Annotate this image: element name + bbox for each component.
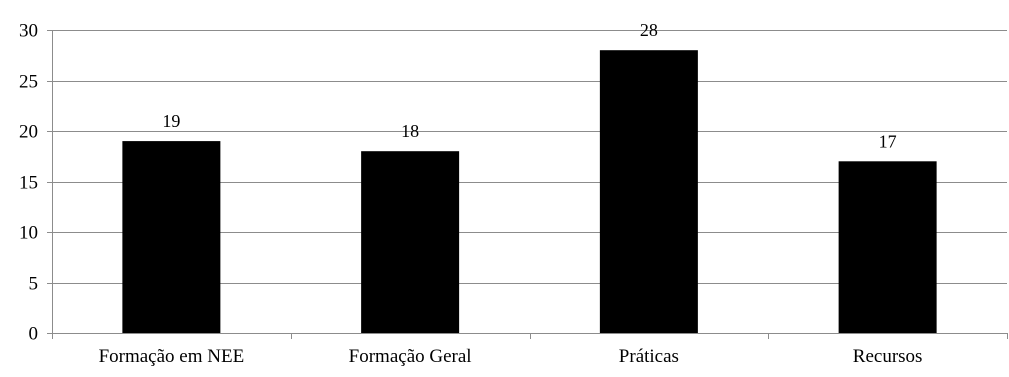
y-tick-label: 25 [19, 72, 38, 93]
labels: 0 5 10 15 20 25 30 19 18 28 17 Formação em NEE Forma… [19, 20, 922, 367]
y-tick-label: 15 [19, 173, 38, 194]
y-tick-label: 5 [29, 274, 39, 295]
x-tick-label: Recursos [853, 346, 923, 367]
data-label: 18 [401, 121, 419, 141]
x-tick-label: Formação Geral [349, 346, 472, 367]
y-tick-label: 20 [19, 122, 38, 143]
axes [47, 30, 1008, 339]
bar [838, 161, 937, 333]
bars [122, 50, 937, 333]
data-label: 28 [640, 20, 658, 40]
bar [599, 50, 698, 333]
bar [361, 151, 460, 333]
y-tick-label: 30 [19, 21, 38, 42]
y-tick-label: 0 [29, 324, 39, 345]
bar [122, 141, 221, 333]
data-label: 19 [162, 111, 180, 131]
x-tick-label: Práticas [619, 346, 679, 367]
x-tick-label: Formação em NEE [99, 346, 245, 367]
data-label: 17 [879, 131, 897, 151]
y-tick-label: 10 [19, 223, 38, 244]
